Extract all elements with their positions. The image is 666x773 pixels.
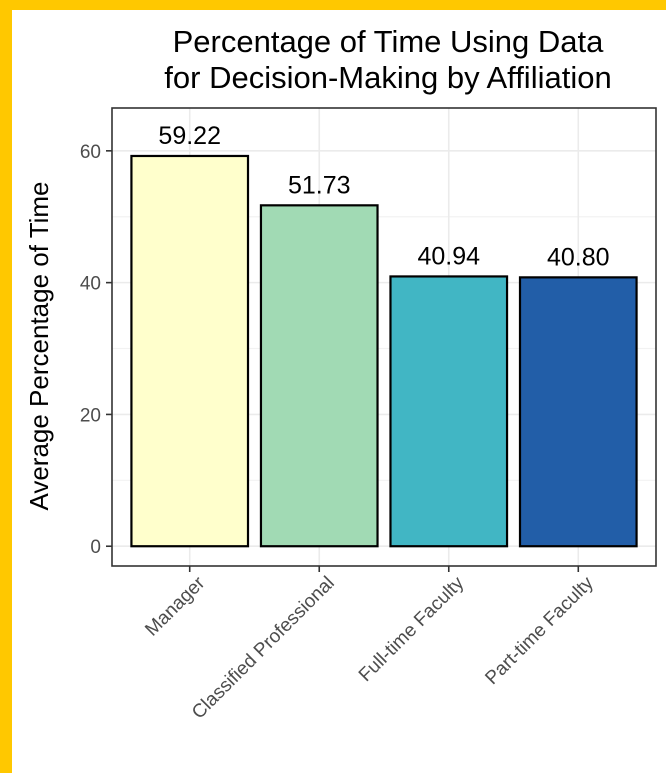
chart-title-line-2: for Decision-Making by Affiliation [164,60,611,95]
x-tick-label: Part-time Faculty [481,572,598,689]
x-tick-label: Classified Professional [188,573,339,724]
chart-title: Percentage of Time Using Data for Decisi… [164,24,611,95]
bars [130,154,638,548]
bar [518,276,638,548]
bar [389,275,509,548]
bar-value-label: 40.80 [547,243,610,271]
panel-border [111,107,657,567]
bar-value-label: 40.94 [417,242,480,270]
y-axis-label: Average Percentage of Time [24,181,54,510]
y-tick-label: 60 [80,142,101,163]
y-axis-ticks: 0 20 40 60 [80,142,112,558]
bar [259,204,379,548]
data-labels: 59.22 51.73 40.94 40.80 [158,122,609,271]
chart-frame: Percentage of Time Using Data for Decisi… [12,10,666,773]
chart-title-line-1: Percentage of Time Using Data [173,24,605,59]
bar [130,154,250,548]
bar-chart: Percentage of Time Using Data for Decisi… [24,24,657,723]
bar-value-label: 59.22 [158,122,221,150]
y-tick-label: 0 [90,537,101,558]
y-tick-label: 40 [80,274,101,295]
x-tick-label: Manager [141,572,209,640]
bar-value-label: 51.73 [288,171,351,199]
y-tick-label: 20 [80,405,101,426]
x-tick-label: Full-time Faculty [355,572,469,686]
